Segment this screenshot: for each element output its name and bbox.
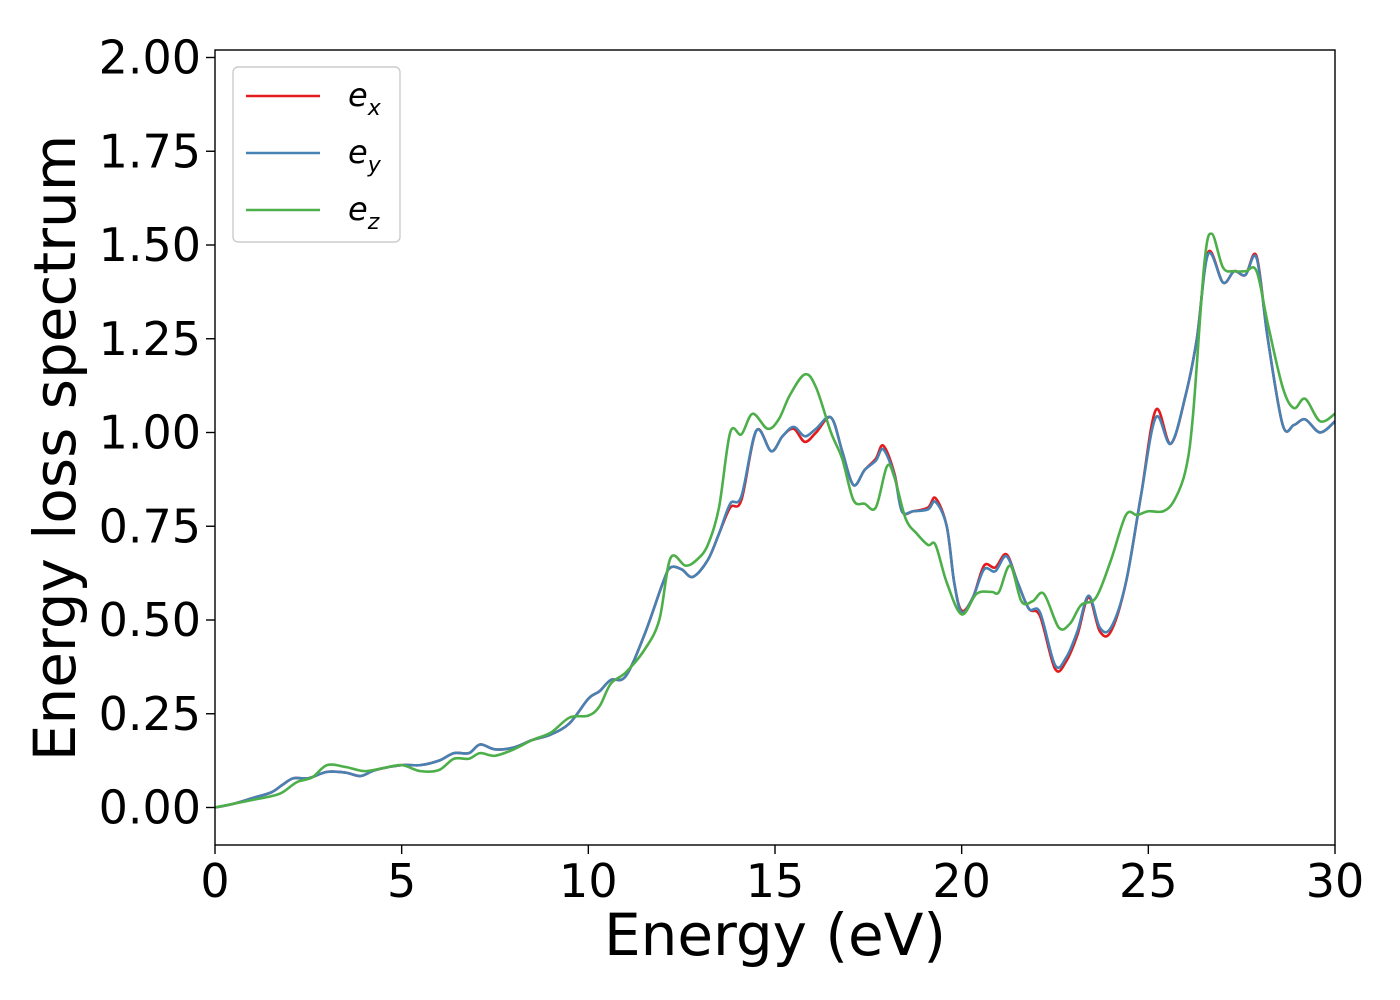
y-tick-label: 1.00	[99, 406, 201, 460]
y-tick-label: 2.00	[99, 31, 201, 85]
x-axis: 0 5 10 15 20 25 30	[200, 845, 1364, 908]
y-tick-label: 0.75	[99, 499, 201, 553]
x-tick-label: 25	[1119, 854, 1178, 908]
y-tick-label: 1.25	[99, 312, 201, 366]
series-line-y	[215, 251, 1335, 809]
x-tick-label: 5	[387, 854, 416, 908]
y-tick-label: 1.75	[99, 124, 201, 178]
x-axis-title: Energy (eV)	[604, 901, 946, 969]
x-tick-label: 15	[746, 854, 805, 908]
y-axis: 0.00 0.25 0.50 0.75 1.00 1.25 1.50 1.75 2.00	[99, 31, 215, 835]
x-tick-label: 30	[1306, 854, 1365, 908]
x-tick-label: 10	[559, 854, 618, 908]
legend-label-z: ez	[348, 190, 380, 235]
x-tick-label: 20	[932, 854, 991, 908]
legend-box	[232, 66, 401, 243]
x-tick-label: 0	[200, 854, 229, 908]
y-tick-label: 0.25	[99, 687, 201, 741]
legend-label-y: ey	[348, 133, 382, 178]
series-line-z	[215, 232, 1335, 809]
y-tick-label: 1.50	[99, 218, 201, 272]
y-axis-title: Energy loss spectrum	[21, 135, 89, 761]
y-tick-label: 0.50	[99, 593, 201, 647]
y-tick-label: 0.00	[99, 781, 201, 835]
